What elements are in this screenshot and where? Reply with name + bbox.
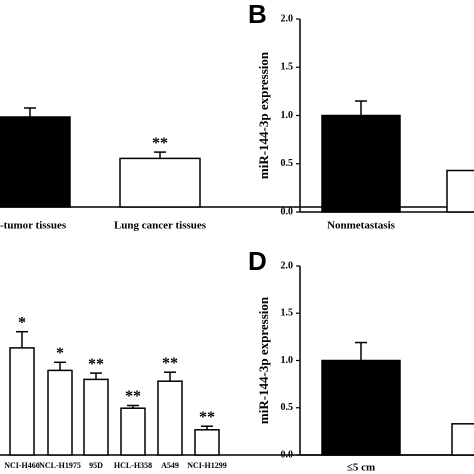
y-axis-title: miR-144-3p expression bbox=[256, 51, 271, 179]
y-tick-label: 0.0 bbox=[281, 449, 294, 460]
panel-label: B bbox=[248, 0, 267, 29]
y-tick-label: 2.0 bbox=[281, 13, 294, 24]
y-tick-label: 0.0 bbox=[281, 206, 294, 217]
y-tick-label: 1.5 bbox=[281, 62, 294, 73]
x-tick-label: HCL-H358 bbox=[114, 461, 152, 470]
bar bbox=[451, 423, 474, 456]
bar bbox=[9, 347, 35, 456]
y-tick-label: 0.5 bbox=[281, 402, 294, 413]
y-tick-label: 1.0 bbox=[281, 355, 294, 366]
x-tick-label: Lung cancer tissues bbox=[114, 220, 207, 232]
bar bbox=[120, 407, 146, 456]
bar bbox=[0, 116, 71, 208]
y-tick-label: 1.5 bbox=[281, 308, 294, 319]
significance: ** bbox=[88, 356, 104, 373]
bar bbox=[446, 169, 474, 213]
bar bbox=[47, 369, 73, 456]
significance: * bbox=[18, 314, 26, 331]
x-tick-label: 95D bbox=[89, 461, 103, 470]
x-tick-label: NCL-H1975 bbox=[39, 461, 81, 470]
significance: ** bbox=[199, 409, 215, 426]
bar bbox=[321, 359, 401, 456]
y-axis-title: miR-144-3p expression bbox=[256, 296, 271, 424]
panel-label: D bbox=[248, 246, 267, 276]
x-tick-label: Nonmetastasis bbox=[327, 220, 396, 232]
bar bbox=[157, 380, 183, 456]
y-tick-label: 1.0 bbox=[281, 110, 294, 121]
significance: ** bbox=[152, 135, 168, 152]
bar bbox=[83, 378, 109, 456]
significance: ** bbox=[162, 355, 178, 372]
x-tick-label: ≤5 cm bbox=[347, 462, 375, 474]
bar bbox=[321, 114, 401, 213]
x-tick-label: NCI-H1299 bbox=[187, 461, 227, 470]
x-tick-label: A549 bbox=[161, 461, 179, 470]
y-tick-label: 0.5 bbox=[281, 158, 294, 169]
bar bbox=[194, 429, 220, 456]
significance: * bbox=[56, 345, 64, 362]
bar bbox=[119, 157, 201, 208]
y-tick-label: 2.0 bbox=[281, 260, 294, 271]
significance: ** bbox=[125, 388, 141, 405]
x-tick-label: NCI-H460 bbox=[4, 461, 40, 470]
x-tick-label: n-tumor tissues bbox=[0, 220, 67, 232]
